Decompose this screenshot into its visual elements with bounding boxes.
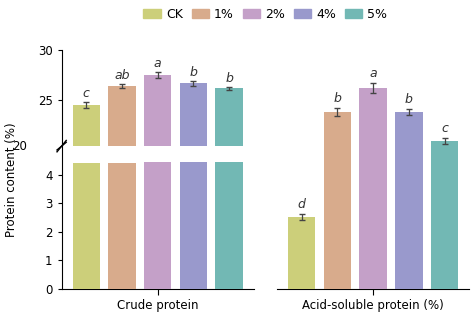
Bar: [109, 86, 136, 332]
Bar: [73, 105, 100, 332]
Text: d: d: [298, 198, 306, 211]
Bar: [359, 88, 387, 289]
Text: a: a: [369, 67, 377, 80]
Text: 20: 20: [12, 140, 27, 153]
Text: a: a: [154, 57, 162, 70]
Bar: [180, 83, 207, 332]
Bar: [431, 141, 458, 289]
Text: b: b: [405, 93, 413, 106]
Bar: [395, 112, 422, 289]
Text: Protein content (%): Protein content (%): [5, 122, 18, 237]
Bar: [216, 162, 243, 289]
Text: c: c: [83, 87, 90, 100]
Bar: [144, 162, 172, 289]
Bar: [288, 217, 315, 289]
Bar: [180, 162, 207, 289]
Text: c: c: [441, 122, 448, 135]
Bar: [324, 112, 351, 289]
Text: b: b: [334, 92, 341, 105]
Text: ab: ab: [114, 69, 130, 82]
Bar: [144, 75, 172, 332]
Legend: CK, 1%, 2%, 4%, 5%: CK, 1%, 2%, 4%, 5%: [138, 3, 392, 26]
Bar: [73, 163, 100, 289]
Text: b: b: [225, 72, 233, 85]
Bar: [216, 88, 243, 332]
Text: b: b: [190, 66, 197, 79]
Bar: [109, 163, 136, 289]
